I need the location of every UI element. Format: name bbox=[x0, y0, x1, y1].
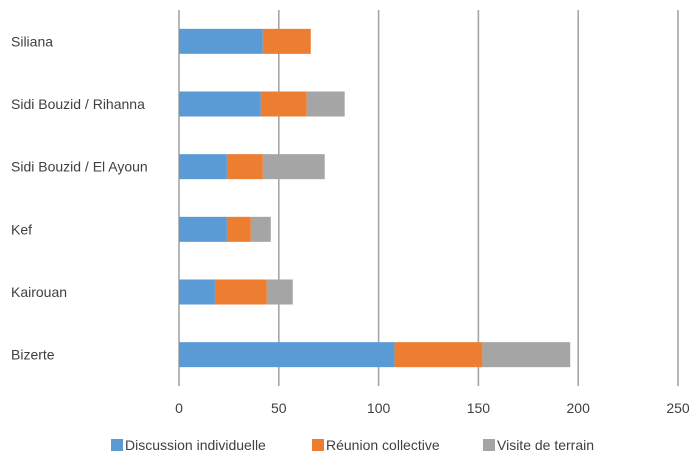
bar-sidi-bouzid-rihanna-visite-de-terrain bbox=[306, 91, 345, 117]
category-label-sidi-bouzid-rihanna: Sidi Bouzid / Rihanna bbox=[11, 96, 145, 112]
bar-kef-visite-de-terrain bbox=[250, 216, 271, 242]
category-label-siliana: Siliana bbox=[11, 33, 53, 49]
bar-siliana-discussion-individuelle bbox=[179, 28, 263, 54]
x-tick-label-50: 50 bbox=[271, 400, 287, 416]
bar-sidi-bouzid-rihanna-discussion-individuelle bbox=[179, 91, 261, 117]
bar-kef-discussion-individuelle bbox=[179, 216, 227, 242]
x-tick-label-200: 200 bbox=[567, 400, 591, 416]
category-label-kef: Kef bbox=[11, 221, 32, 237]
category-label-sidi-bouzid-el-ayoun: Sidi Bouzid / El Ayoun bbox=[11, 159, 148, 175]
legend-swatch-visite-de-terrain bbox=[483, 439, 495, 451]
bar-bizerte-discussion-individuelle bbox=[179, 342, 395, 368]
bar-kairouan-reunion-collective bbox=[214, 279, 267, 305]
x-tick-labels: 0 50 100 150 200 250 bbox=[175, 400, 690, 416]
x-tick-label-250: 250 bbox=[666, 400, 690, 416]
bar-sidi-bouzid-el-ayoun-reunion-collective bbox=[226, 154, 263, 180]
bar-siliana-reunion-collective bbox=[262, 28, 311, 54]
bar-kef-reunion-collective bbox=[226, 216, 251, 242]
legend-swatch-discussion-individuelle bbox=[111, 439, 123, 451]
bar-kairouan-discussion-individuelle bbox=[179, 279, 215, 305]
x-tick-label-150: 150 bbox=[467, 400, 491, 416]
legend-label-discussion-individuelle: Discussion individuelle bbox=[125, 437, 266, 453]
legend-label-reunion-collective: Réunion collective bbox=[326, 437, 440, 453]
bar-bizerte-reunion-collective bbox=[394, 342, 483, 368]
bar-sidi-bouzid-el-ayoun-visite-de-terrain bbox=[262, 154, 325, 180]
bar-sidi-bouzid-el-ayoun-discussion-individuelle bbox=[179, 154, 227, 180]
category-label-kairouan: Kairouan bbox=[11, 284, 67, 300]
bars bbox=[179, 28, 571, 368]
x-tick-label-0: 0 bbox=[175, 400, 183, 416]
legend-swatch-reunion-collective bbox=[312, 439, 324, 451]
bar-bizerte-visite-de-terrain bbox=[482, 342, 571, 368]
category-label-bizerte: Bizerte bbox=[11, 347, 55, 363]
category-labels: Siliana Sidi Bouzid / Rihanna Sidi Bouzid … bbox=[11, 33, 148, 362]
legend: Discussion individuelle Réunion collectiv… bbox=[111, 437, 594, 453]
bar-sidi-bouzid-rihanna-reunion-collective bbox=[260, 91, 307, 117]
bar-kairouan-visite-de-terrain bbox=[266, 279, 293, 305]
gridlines bbox=[178, 10, 679, 386]
x-tick-label-100: 100 bbox=[367, 400, 391, 416]
legend-label-visite-de-terrain: Visite de terrain bbox=[497, 437, 594, 453]
